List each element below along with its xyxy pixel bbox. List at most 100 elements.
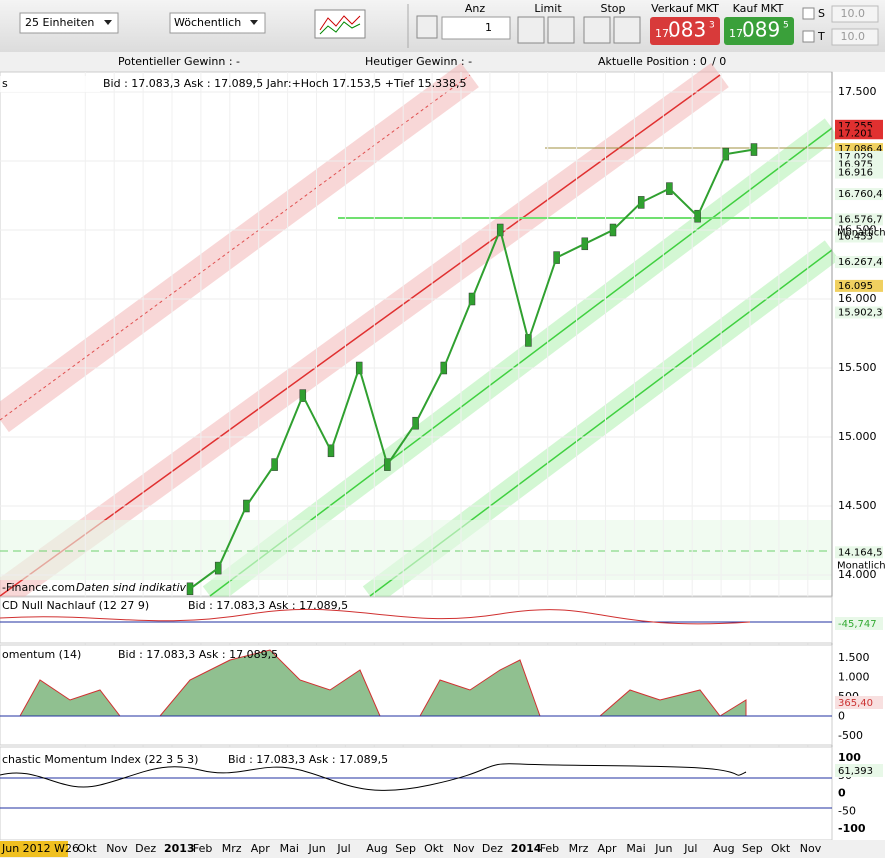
price-tag	[835, 546, 883, 559]
monthly-label: Monatlich	[837, 227, 885, 238]
position2: / 0	[712, 55, 726, 68]
momentum-tick: -500	[838, 729, 863, 742]
period: Wöchentlich	[174, 16, 241, 29]
date-label: Aug	[713, 842, 734, 855]
icon	[319, 21, 361, 35]
anz-value: 1	[485, 21, 492, 34]
s-input[interactable]	[831, 5, 879, 23]
limit-sell[interactable]	[547, 16, 575, 44]
anz-label: Anz	[465, 2, 485, 15]
date-label: Sep	[395, 842, 416, 855]
date-label: Apr	[598, 842, 618, 855]
stoch-tick: 100	[838, 751, 861, 764]
price-tag-label: 16.916	[838, 168, 873, 179]
tag	[835, 764, 883, 777]
stop-label: Stop	[600, 2, 625, 15]
gain: Potentieller Gewinn : -	[118, 55, 240, 68]
price-tag-label: 16.267,4	[838, 257, 883, 268]
price-tag-label: 15.902,3	[838, 307, 883, 318]
price-tag	[835, 256, 883, 269]
t-value: 10.0	[841, 30, 866, 43]
date-label: Dez	[135, 842, 156, 855]
tag	[835, 696, 883, 709]
price-tag-label: 16.453	[838, 231, 873, 242]
s-check[interactable]	[802, 7, 815, 20]
date-label: Okt	[424, 842, 444, 855]
stoch-tick: 0	[838, 787, 846, 800]
wrench-button[interactable]	[416, 15, 438, 39]
price-tag	[835, 188, 883, 201]
stoch-panel	[0, 746, 833, 841]
date-label: Nov	[106, 842, 128, 855]
date-label: Okt	[771, 842, 791, 855]
note: Daten sind indikativ	[76, 581, 187, 594]
price-tag-label: 16.095	[838, 281, 873, 292]
date-label: Mai	[626, 842, 645, 855]
y-tick-label: 15.500	[838, 361, 877, 374]
macd-tag: -45,747	[838, 619, 877, 630]
arrow	[104, 20, 112, 25]
price-tag	[835, 213, 883, 226]
sell-button[interactable]	[650, 17, 720, 45]
price-tag	[835, 166, 883, 179]
date-highlight	[0, 841, 68, 857]
stoch-tick: -50	[838, 804, 856, 817]
header-bg	[0, 76, 100, 92]
stop-buy[interactable]	[583, 16, 611, 44]
buy-button[interactable]	[724, 17, 794, 45]
price-tag	[835, 127, 883, 140]
date-label: Nov	[800, 842, 822, 855]
stoch-line	[0, 763, 747, 791]
channel-line	[0, 74, 721, 597]
price-tag-label: 17.201	[838, 128, 873, 139]
price-tag	[835, 230, 883, 243]
anz-input[interactable]	[441, 16, 511, 40]
sell-prefix: 17.	[655, 27, 673, 40]
indicator-button[interactable]	[314, 9, 366, 39]
zone	[0, 520, 832, 580]
info-bar	[0, 52, 885, 72]
momentum-tick: 0	[838, 710, 845, 723]
y-tick-label: 17.500	[838, 85, 877, 98]
stop-sell[interactable]	[613, 16, 641, 44]
icon	[319, 15, 361, 31]
tag	[835, 617, 883, 630]
price-tag	[835, 306, 883, 319]
price-tag-label: 14.164,5	[838, 547, 883, 558]
price-tag-label: 16.576,7	[838, 214, 883, 225]
units-select[interactable]	[19, 12, 119, 34]
limit-label: Limit	[534, 2, 562, 15]
stoch-tag: 61,393	[838, 766, 873, 777]
price-tag-label: 17.086,4	[838, 144, 883, 155]
s-value: 10.0	[841, 7, 866, 20]
stoch-tick: -100	[838, 822, 866, 835]
stoch-quote: Bid : 17.083,3 Ask : 17.089,5	[228, 753, 388, 766]
momentum-tick: 1.500	[838, 651, 870, 664]
arrow	[250, 20, 258, 25]
date-label: Apr	[251, 842, 271, 855]
price-tag-label: 17.029	[838, 152, 873, 163]
main-title: s	[2, 77, 8, 90]
momentum-title: omentum (14)	[2, 648, 81, 661]
date-label: 2014	[511, 842, 542, 855]
y-tick-label: 15.000	[838, 430, 877, 443]
sell-big: 083	[668, 18, 706, 42]
y-tick-label: 14.000	[838, 568, 877, 581]
y-tick-label: 16.000	[838, 292, 877, 305]
buy-prefix: 17.	[729, 27, 747, 40]
price-tag	[835, 279, 883, 292]
macd-title: CD Null Nachlauf (12 27 9)	[2, 599, 149, 612]
t-check[interactable]	[802, 30, 815, 43]
period-select[interactable]	[169, 12, 266, 34]
date-label: Aug	[366, 842, 387, 855]
sell-suffix: 3	[709, 21, 715, 31]
date-label: Jun	[308, 842, 326, 855]
date-label: Jun 2012 W26	[1, 842, 79, 855]
main-quote: Bid : 17.083,3 Ask : 17.089,5 Jahr:+Hoch…	[103, 77, 467, 90]
t-input[interactable]	[831, 28, 879, 46]
buy-label: Kauf MKT	[733, 2, 784, 15]
price-tag-label: 16.975	[838, 159, 873, 170]
limit-buy[interactable]	[517, 16, 545, 44]
macd-line	[0, 608, 751, 625]
channel-line	[0, 74, 471, 421]
